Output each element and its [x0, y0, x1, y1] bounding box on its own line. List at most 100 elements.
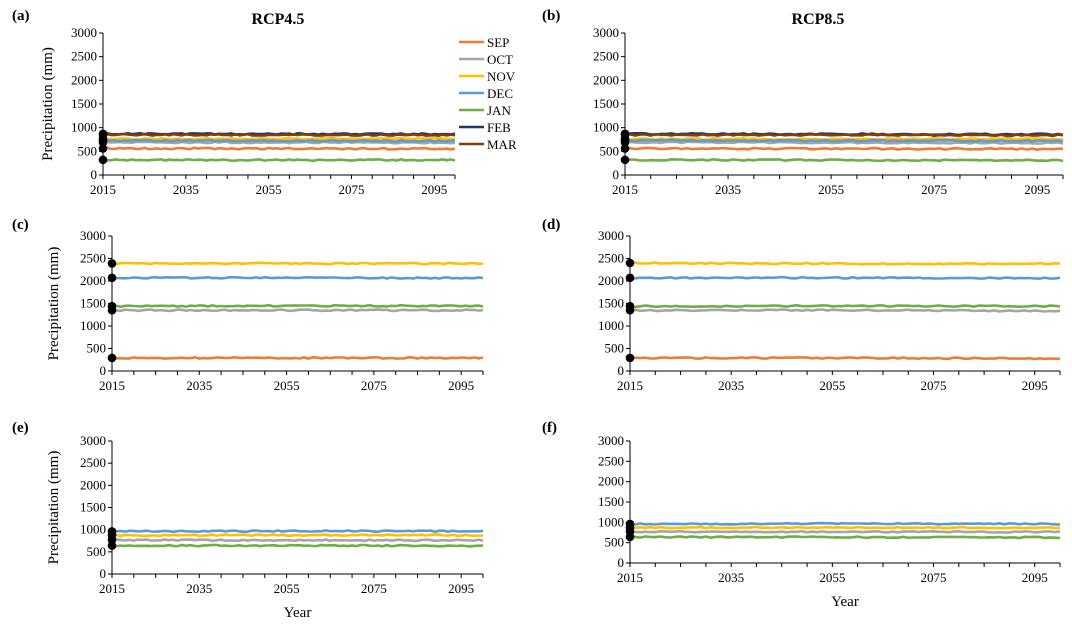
y-tick-label: 3000: [71, 25, 97, 40]
start-point-jan: [620, 155, 630, 165]
y-tick-label: 1500: [80, 296, 106, 311]
y-tick-label: 1500: [593, 96, 619, 111]
panel-b: (b) 0 500 1000 1500 2000 2500 3000 2015 2035 2055 2…: [542, 8, 1064, 197]
x-axis-label: Year: [831, 594, 859, 610]
y-tick-label: 2500: [80, 251, 106, 266]
series-line-dec: [102, 138, 455, 143]
x-tick-label: 2095: [1022, 570, 1048, 585]
y-tick-label: 1500: [598, 494, 624, 509]
legend: SEP OCT NOV DEC JAN FEB MAR: [459, 35, 517, 152]
legend-label-dec: DEC: [487, 86, 513, 101]
y-tick-label: 0: [100, 566, 107, 581]
x-tick-label: 2055: [819, 378, 845, 393]
panel-f: (f) 0 500 1000 1500 2000 2500 3000 2015 2035 2055 2…: [542, 420, 1061, 610]
y-tick-label: 2000: [593, 72, 619, 87]
y-axis-label: Precipitation (mm): [40, 47, 56, 161]
series-line-oct: [629, 308, 1061, 313]
x-tick-label: 2015: [617, 378, 643, 393]
start-point-sep: [625, 353, 635, 363]
y-tick-label: 2500: [598, 251, 624, 266]
series-line-dec: [629, 521, 1060, 526]
y-tick-label: 1500: [598, 296, 624, 311]
y-tick-label: 2500: [593, 49, 619, 64]
series-line-nov: [629, 525, 1061, 530]
panel-label: (e): [12, 420, 29, 436]
x-tick-label: 2035: [186, 378, 212, 393]
y-tick-label: 1500: [71, 96, 97, 111]
start-point-sep: [98, 144, 108, 153]
start-point-sep: [620, 144, 630, 153]
y-tick-label: 1500: [80, 500, 106, 515]
start-point-sep: [107, 353, 117, 363]
series-line-sep: [624, 146, 1064, 152]
y-tick-label: 0: [100, 363, 107, 378]
y-tick-label: 500: [87, 341, 107, 356]
series-line-dec: [624, 138, 1064, 143]
column-title-rcp85: RCP8.5: [792, 11, 845, 28]
series-line-nov: [629, 261, 1061, 266]
y-tick-label: 500: [605, 341, 625, 356]
y-tick-label: 2500: [80, 455, 106, 470]
series-line-mar: [624, 132, 1064, 138]
panel-label: (b): [542, 8, 560, 24]
y-tick-label: 3000: [80, 433, 106, 448]
series-line-mar: [102, 132, 456, 138]
x-tick-label: 2055: [256, 182, 282, 197]
y-tick-label: 1000: [80, 318, 106, 333]
legend-label-jan: JAN: [487, 103, 511, 118]
x-tick-label: 2095: [1024, 182, 1050, 197]
panel-d: (d) 0 500 1000 1500 2000 2500 3000 2015 2035 2055 2…: [542, 217, 1061, 393]
x-tick-label: 2035: [186, 581, 212, 596]
x-tick-label: 2095: [421, 182, 447, 197]
y-tick-label: 1000: [598, 514, 624, 529]
series-line-sep: [111, 355, 484, 360]
series-line-nov: [624, 136, 1064, 142]
x-tick-label: 2075: [361, 581, 387, 596]
y-tick-label: 1000: [598, 318, 624, 333]
x-tick-label: 2075: [921, 378, 947, 393]
series-line-oct: [111, 538, 484, 543]
panel-label: (f): [542, 420, 557, 436]
x-tick-label: 2015: [99, 581, 125, 596]
legend-label-mar: MAR: [487, 137, 517, 152]
series-line-nov: [112, 261, 484, 266]
y-tick-label: 2000: [80, 273, 106, 288]
panel-label: (c): [12, 217, 29, 233]
series-line-nov: [111, 533, 484, 538]
x-tick-label: 2055: [274, 378, 300, 393]
series-line-sep: [629, 356, 1061, 361]
series-line-dec: [629, 275, 1061, 280]
y-tick-label: 500: [605, 535, 625, 550]
y-axis-label: Precipitation (mm): [46, 247, 62, 361]
y-tick-label: 2000: [598, 474, 624, 489]
series-line-jan: [630, 303, 1061, 309]
x-tick-label: 2075: [921, 182, 947, 197]
x-tick-label: 2095: [448, 378, 474, 393]
y-tick-label: 0: [91, 167, 98, 182]
x-tick-label: 2055: [274, 581, 300, 596]
y-tick-label: 500: [600, 143, 620, 158]
series-line-oct: [111, 308, 484, 313]
series-line-sep: [102, 146, 456, 151]
legend-label-sep: SEP: [487, 35, 509, 50]
start-point-jan: [107, 541, 117, 550]
start-point-dec: [625, 519, 635, 529]
legend-label-oct: OCT: [487, 52, 513, 67]
x-axis-label: Year: [284, 605, 312, 621]
y-tick-label: 2000: [598, 273, 624, 288]
panel-label: (d): [542, 217, 560, 233]
series-line-oct: [629, 529, 1061, 534]
y-tick-label: 500: [87, 544, 107, 559]
x-tick-label: 2035: [718, 378, 744, 393]
y-axis-label: Precipitation (mm): [46, 451, 62, 565]
start-point-nov: [107, 259, 117, 268]
panel-e: (e) 0 500 1000 1500 2000 2500 3000 2015 2035 2055 2…: [12, 420, 484, 621]
series-line-jan: [111, 543, 484, 548]
legend-label-nov: NOV: [487, 69, 516, 84]
start-point-jan: [107, 301, 117, 311]
legend-label-feb: FEB: [487, 120, 511, 135]
x-tick-label: 2015: [99, 378, 125, 393]
series-line-jan: [102, 157, 456, 163]
y-tick-label: 1000: [593, 120, 619, 135]
